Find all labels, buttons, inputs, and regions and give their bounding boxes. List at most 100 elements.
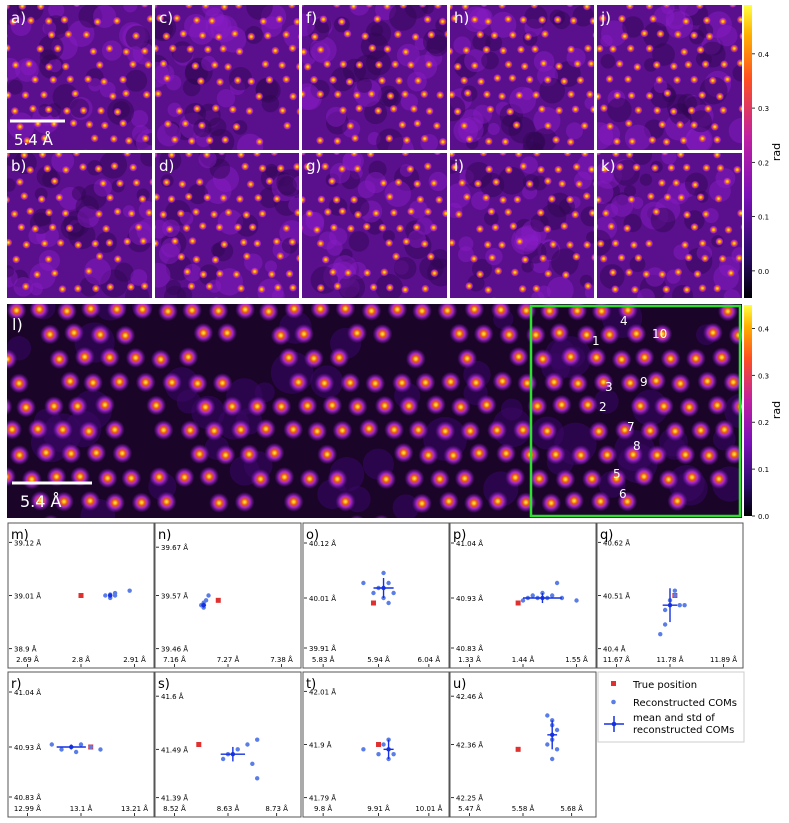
- atom-spot: [416, 195, 425, 204]
- atom-spot: [350, 134, 360, 143]
- atom-spot: [389, 208, 399, 217]
- atom-spot: [72, 153, 81, 157]
- atom-spot: [219, 44, 228, 53]
- atom-spot: [94, 394, 115, 415]
- atom-spot: [702, 16, 712, 25]
- ytick-label: 40.83 Å: [14, 793, 41, 802]
- colorbar-top-ticks: 0.4 0.3 0.2 0.1 0.0: [752, 51, 770, 276]
- atom-spot: [441, 209, 447, 218]
- com-point: [530, 593, 535, 598]
- atom-spot: [374, 60, 384, 70]
- atom-spot: [646, 370, 667, 391]
- atom-spot: [162, 32, 171, 41]
- texture-blob: [524, 18, 543, 37]
- atom-spot: [7, 33, 9, 39]
- atom-spot: [7, 195, 11, 204]
- atom-spot: [401, 153, 410, 157]
- xtick-label: 5.83 Å: [312, 655, 335, 664]
- atom-spot: [54, 153, 64, 159]
- atom-spot: [64, 322, 85, 343]
- xtick-label: 1.55 Å: [565, 655, 588, 664]
- atom-spot: [662, 5, 671, 9]
- atom-spot: [486, 105, 495, 114]
- atom-spot: [37, 195, 46, 204]
- atom-spot: [142, 90, 151, 99]
- atom-spot: [543, 121, 553, 130]
- texture-blob: [48, 5, 65, 19]
- com-point: [662, 607, 668, 613]
- atom-spot: [202, 153, 212, 159]
- atom-spot: [433, 153, 442, 156]
- atom-spot: [254, 92, 264, 101]
- xtick-label: 7.38 Å: [270, 655, 293, 664]
- texture-blob: [522, 131, 545, 150]
- atom-spot: [167, 153, 176, 159]
- atom-number-label: 2: [599, 400, 607, 414]
- atom-spot: [469, 254, 479, 263]
- atom-spot: [113, 207, 122, 216]
- atom-spot: [217, 153, 226, 156]
- atom-spot: [16, 397, 37, 418]
- atom-spot: [11, 60, 20, 70]
- com-point: [381, 742, 386, 747]
- atom-spot: [234, 492, 255, 513]
- atom-spot: [644, 239, 654, 248]
- atom-spot: [728, 5, 737, 8]
- atom-spot: [662, 285, 671, 294]
- atom-spot: [715, 92, 725, 101]
- atom-spot: [429, 469, 450, 490]
- atom-spot: [516, 45, 526, 54]
- xtick-label: 9.91 Å: [367, 804, 390, 813]
- atom-spot: [297, 395, 318, 416]
- atom-spot: [481, 193, 491, 202]
- atom-spot: [409, 104, 419, 114]
- atom-spot: [263, 31, 272, 40]
- atom-spot: [198, 31, 207, 40]
- atom-spot: [438, 491, 459, 512]
- atom-spot: [149, 178, 152, 187]
- atom-spot: [155, 89, 163, 98]
- image-panel: g): [302, 153, 447, 298]
- texture-blob: [277, 176, 297, 196]
- atom-spot: [30, 75, 40, 84]
- atom-spot: [404, 468, 425, 489]
- texture-blob: [705, 37, 724, 56]
- atom-spot: [56, 304, 77, 322]
- atom-spot: [690, 222, 699, 232]
- atom-spot: [93, 17, 102, 27]
- atom-spot: [30, 490, 51, 511]
- atom-spot: [258, 164, 267, 173]
- atom-spot: [155, 179, 156, 183]
- com-point: [672, 593, 678, 598]
- legend-mean-marker: [611, 721, 617, 727]
- atom-spot: [373, 514, 389, 518]
- atom-number-label: 4: [620, 314, 628, 328]
- atom-spot: [182, 304, 203, 321]
- panel-label: b): [11, 157, 26, 175]
- atom-spot: [640, 420, 661, 441]
- legend-box: [597, 671, 745, 743]
- xtick-label: 9.8 Å: [314, 804, 332, 813]
- atom-spot: [140, 5, 149, 8]
- atom-spot: [690, 420, 711, 441]
- atom-spot: [426, 252, 436, 261]
- texture-blob: [130, 109, 149, 128]
- atom-spot: [196, 76, 206, 86]
- atom-spot: [487, 207, 496, 216]
- xtick-label: 11.89 Å: [710, 655, 737, 664]
- atom-spot: [151, 271, 152, 276]
- texture-blob: [332, 255, 357, 280]
- atom-spot: [360, 31, 370, 41]
- ytick-label: 40.01 Å: [309, 594, 336, 603]
- atom-spot: [429, 178, 439, 188]
- xtick-label: 7.16 Å: [163, 655, 186, 664]
- atom-spot: [454, 468, 475, 489]
- texture-blob: [176, 287, 193, 298]
- atom-spot: [165, 225, 174, 234]
- atom-spot: [617, 253, 626, 262]
- atom-spot: [543, 224, 552, 234]
- atom-spot: [159, 210, 168, 219]
- atom-spot: [86, 442, 107, 463]
- atom-spot: [539, 304, 560, 321]
